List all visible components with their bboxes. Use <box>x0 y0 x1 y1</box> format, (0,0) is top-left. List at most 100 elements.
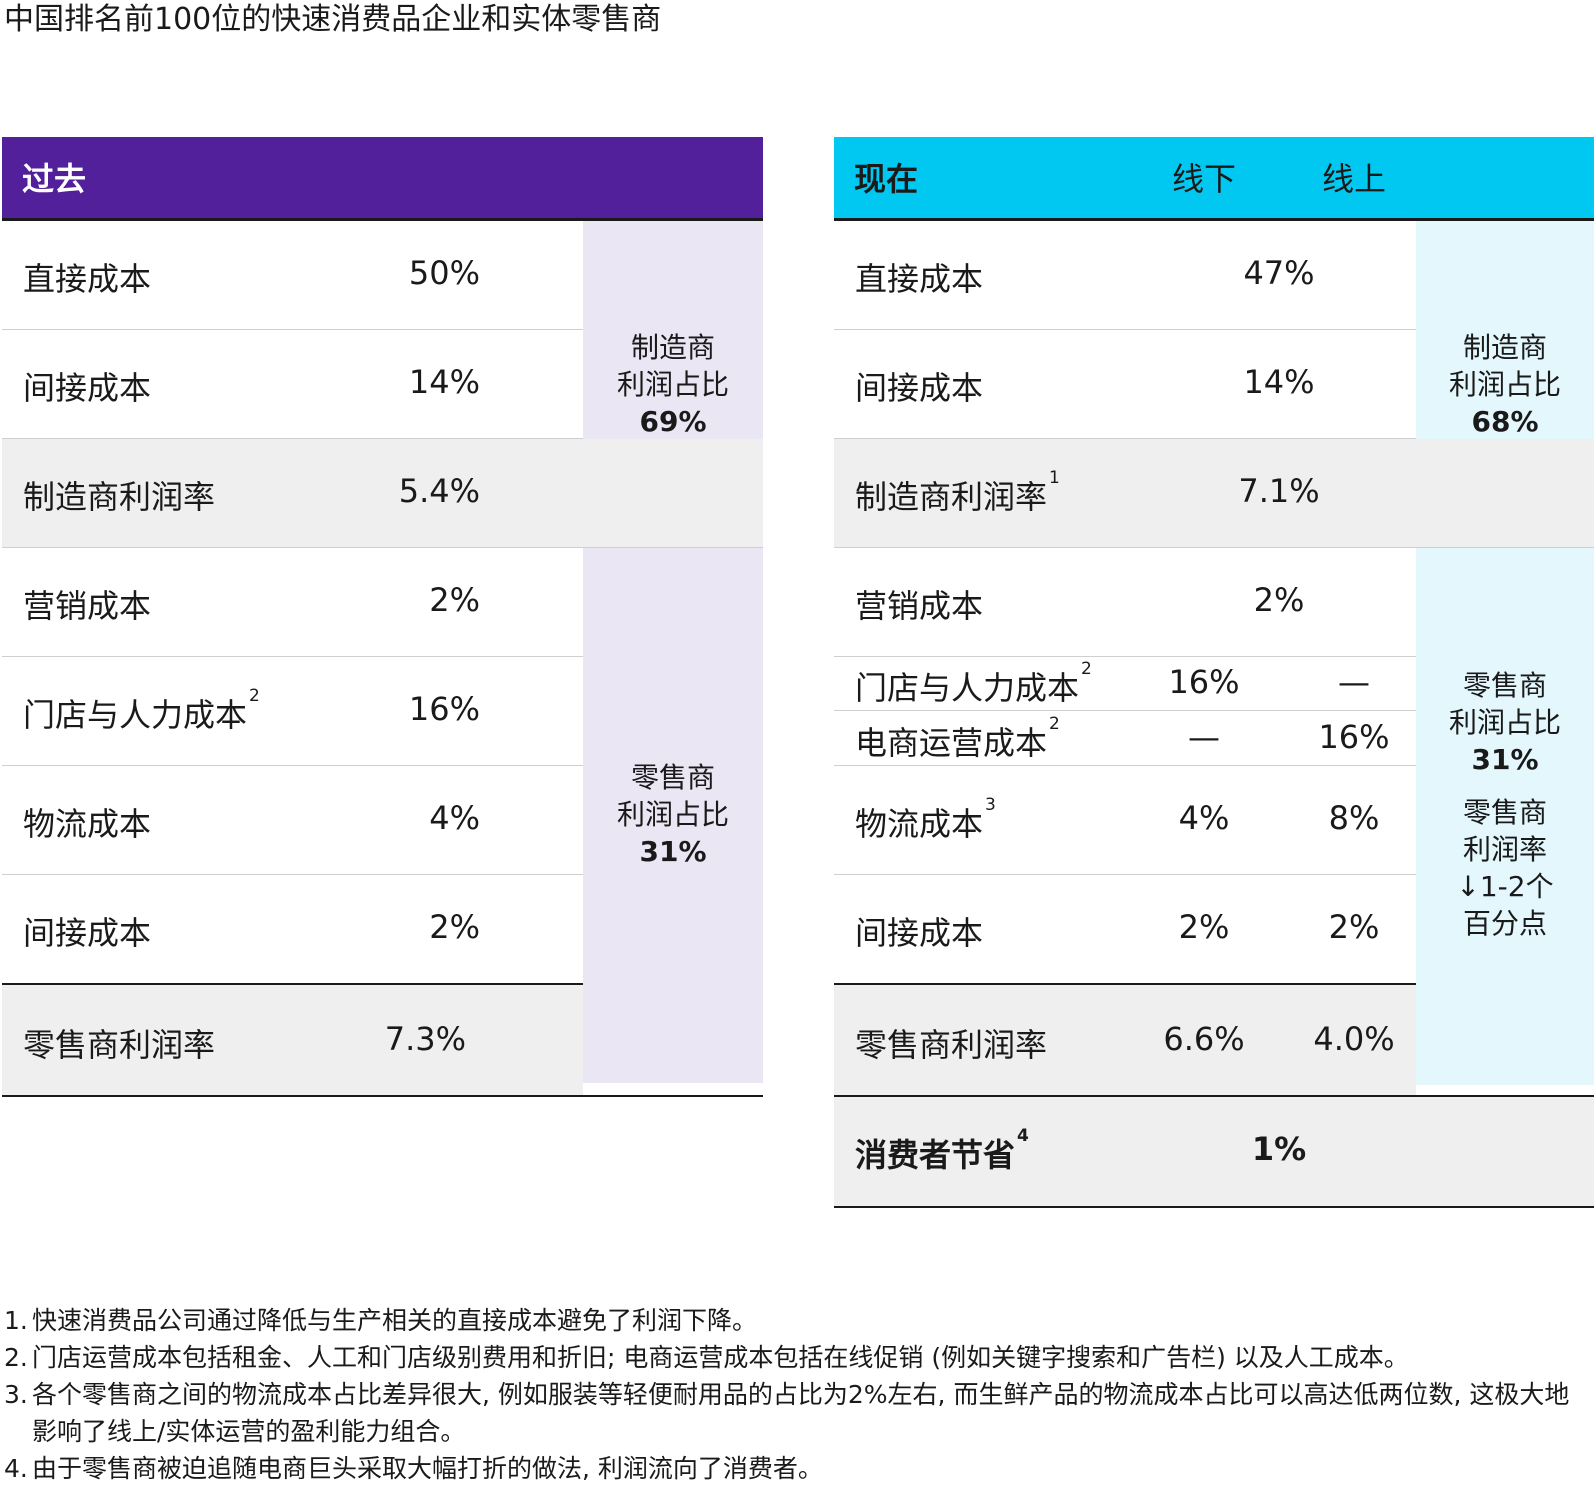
row-label: 直接成本 <box>23 260 152 298</box>
row-value: 14% <box>1243 363 1315 401</box>
row-label-text: 消费者节省 <box>855 1136 1016 1174</box>
row-value: 2% <box>429 908 480 946</box>
present-table: 现在 线下 线上 制造商 利润占比 68% 零售商 利润占比 31% 零售商 利… <box>834 137 1594 1211</box>
row-label: 直接成本 <box>855 260 984 298</box>
side-percent: 68% <box>1471 405 1539 438</box>
row-background <box>834 985 1416 1095</box>
table-row: 间接成本 14% <box>834 330 1416 439</box>
footnote: 2. 门店运营成本包括租金、人工和门店级别费用和折旧; 电商运营成本包括在线促销 … <box>4 1339 1594 1376</box>
side-label: 制造商 <box>1462 331 1547 364</box>
footnote-ref: 3 <box>985 795 996 815</box>
table-row: 间接成本 2% <box>2 875 583 985</box>
footnote-number: 3. <box>4 1380 28 1409</box>
side-percent: 31% <box>639 835 707 868</box>
row-value: 4% <box>429 799 480 837</box>
row-value: 7.1% <box>1238 472 1320 510</box>
footnotes: 1. 快速消费品公司通过降低与生产相关的直接成本避免了利润下降。 2. 门店运营成本… <box>4 1302 1594 1487</box>
row-value-offline: 6.6% <box>1163 1020 1245 1058</box>
present-header-title: 现在 <box>854 160 919 198</box>
row-label: 间接成本 <box>23 369 152 407</box>
past-header: 过去 <box>2 137 763 221</box>
row-value-online: 16% <box>1318 718 1390 756</box>
row-label: 间接成本 <box>855 914 984 952</box>
row-value-online: 8% <box>1328 799 1380 837</box>
side-label: 制造商 <box>630 331 715 364</box>
table-row: 间接成本 2% 2% <box>834 875 1416 985</box>
row-value: 14% <box>408 363 480 401</box>
row-label: 制造商利润率 <box>23 478 216 516</box>
row-label: 门店与人力成本 2 <box>23 686 260 736</box>
past-retailer-share: 零售商 利润占比 31% <box>583 547 763 1083</box>
row-label: 制造商利润率 1 <box>855 468 1060 518</box>
row-label-text: 门店与人力成本 <box>855 669 1080 707</box>
row-label-text: 物流成本 <box>855 805 984 843</box>
side-label: 零售商 <box>630 761 715 794</box>
row-label: 消费者节省 4 <box>855 1126 1029 1176</box>
row-value-online: 2% <box>1328 908 1380 946</box>
row-label: 间接成本 <box>23 914 152 952</box>
present-retailer-share: 零售商 利润占比 31% 零售商 利润率 ↓1-2个 百分点 <box>1416 547 1594 1085</box>
row-label: 间接成本 <box>855 369 984 407</box>
row-label: 零售商利润率 <box>23 1026 216 1064</box>
row-label: 零售商利润率 <box>855 1026 1048 1064</box>
table-row: 门店与人力成本 2 16% — <box>834 657 1416 711</box>
table-row: 门店与人力成本 2 16% <box>2 657 583 766</box>
footnote-number: 1. <box>4 1306 28 1335</box>
footnote-ref: 4 <box>1017 1126 1029 1146</box>
row-label: 电商运营成本 2 <box>855 714 1060 764</box>
footnote-text: 门店运营成本包括租金、人工和门店级别费用和折旧; 电商运营成本包括在线促销 (例… <box>32 1343 1409 1372</box>
row-value-offline: 16% <box>1168 663 1240 701</box>
present-header: 现在 线下 线上 <box>834 137 1594 221</box>
footnote-number: 2. <box>4 1343 28 1372</box>
side-label: 百分点 <box>1462 907 1547 940</box>
side-percent: 31% <box>1471 743 1539 776</box>
row-value: 1% <box>1251 1130 1307 1168</box>
row-label-text: 制造商利润率 <box>855 478 1048 516</box>
row-value-online: 4.0% <box>1313 1020 1395 1058</box>
row-value-offline: — <box>1188 718 1220 756</box>
table-row: 电商运营成本 2 — 16% <box>834 711 1416 766</box>
row-label: 物流成本 <box>23 805 152 843</box>
footnote-text: 由于零售商被迫追随电商巨头采取大幅打折的做法, 利润流向了消费者。 <box>32 1454 823 1483</box>
footnote-ref: 1 <box>1049 468 1060 488</box>
table-row: 直接成本 50% <box>2 221 583 330</box>
footnote: 1. 快速消费品公司通过降低与生产相关的直接成本避免了利润下降。 <box>4 1302 1594 1339</box>
table-row: 制造商利润率 1 7.1% <box>834 439 1594 548</box>
row-label: 门店与人力成本 2 <box>855 659 1092 709</box>
table-row: 间接成本 14% <box>2 330 583 439</box>
row-value: 16% <box>408 690 480 728</box>
table-row: 消费者节省 4 1% <box>834 1097 1594 1208</box>
row-value: 2% <box>1253 581 1305 619</box>
past-header-title: 过去 <box>22 160 87 198</box>
footnote: 3. 各个零售商之间的物流成本占比差异很大, 例如服装等轻便耐用品的占比为2%左右… <box>4 1376 1594 1450</box>
footnote-text: 各个零售商之间的物流成本占比差异很大, 例如服装等轻便耐用品的占比为2%左右, … <box>32 1380 1570 1446</box>
table-row: 营销成本 2% <box>2 548 583 657</box>
footnote-ref: 2 <box>1081 659 1092 679</box>
side-label: 利润率 <box>1462 833 1547 866</box>
table-row: 物流成本 3 4% 8% <box>834 766 1416 875</box>
row-background <box>2 985 583 1095</box>
footnote-text: 快速消费品公司通过降低与生产相关的直接成本避免了利润下降。 <box>32 1306 758 1335</box>
side-label: ↓1-2个 <box>1456 870 1554 903</box>
footnote-ref: 2 <box>249 686 260 706</box>
row-value-online: — <box>1338 663 1370 701</box>
row-value: 5.4% <box>398 472 480 510</box>
side-label: 利润占比 <box>1448 368 1561 401</box>
side-label: 零售商 <box>1462 796 1547 829</box>
table-row: 直接成本 47% <box>834 221 1416 330</box>
table-row: 零售商利润率 6.6% 4.0% <box>834 985 1594 1097</box>
page-title: 中国排名前100位的快速消费品企业和实体零售商 <box>4 2 662 37</box>
table-row: 物流成本 4% <box>2 766 583 875</box>
row-label: 物流成本 3 <box>855 795 996 845</box>
row-value-offline: 2% <box>1178 908 1230 946</box>
side-percent: 69% <box>639 405 707 438</box>
side-label: 利润占比 <box>616 368 729 401</box>
past-table: 过去 制造商 利润占比 69% 零售商 利润占比 31% 直接成本 50% 间接… <box>2 137 763 1097</box>
row-label: 营销成本 <box>855 587 984 625</box>
footnote-number: 4. <box>4 1454 28 1483</box>
col-online: 线上 <box>1321 160 1386 198</box>
row-value: 2% <box>429 581 480 619</box>
footnote: 4. 由于零售商被迫追随电商巨头采取大幅打折的做法, 利润流向了消费者。 <box>4 1450 1594 1487</box>
row-value-offline: 4% <box>1178 799 1230 837</box>
footnote-ref: 2 <box>1049 714 1060 734</box>
